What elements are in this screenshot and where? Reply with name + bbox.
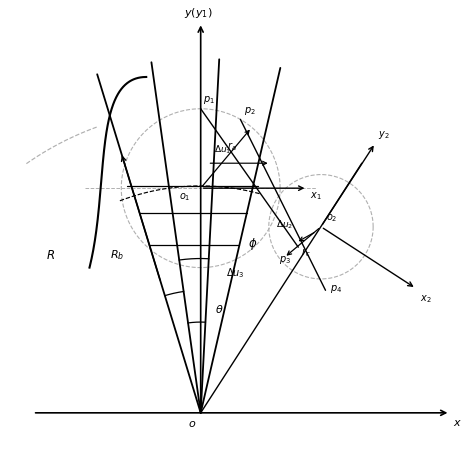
Text: $y(y_1)$: $y(y_1)$ [184, 6, 213, 20]
Text: $x_1$: $x_1$ [310, 190, 321, 202]
Text: $r_c$: $r_c$ [301, 246, 310, 259]
Text: $\Delta u_2$: $\Delta u_2$ [275, 219, 293, 231]
Text: $p_2$: $p_2$ [244, 105, 256, 117]
Text: $\phi$: $\phi$ [248, 236, 257, 252]
Text: $x$: $x$ [453, 418, 462, 428]
Text: $\theta$: $\theta$ [215, 303, 223, 315]
Text: $\Delta u_3$: $\Delta u_3$ [226, 266, 244, 280]
Text: $p_1$: $p_1$ [203, 95, 215, 106]
Text: $r_a$: $r_a$ [227, 140, 237, 153]
Text: $o$: $o$ [188, 419, 197, 429]
Text: $p_4$: $p_4$ [330, 284, 342, 296]
Text: $x_2$: $x_2$ [420, 293, 431, 305]
Text: $\Delta u_1$: $\Delta u_1$ [214, 144, 232, 156]
Text: $R$: $R$ [46, 248, 55, 261]
Text: $R_b$: $R_b$ [109, 248, 124, 262]
Text: $y_2$: $y_2$ [378, 129, 389, 141]
Text: $o_1$: $o_1$ [179, 191, 191, 203]
Text: $p_3$: $p_3$ [280, 254, 292, 266]
Text: $o_2$: $o_2$ [327, 212, 338, 224]
